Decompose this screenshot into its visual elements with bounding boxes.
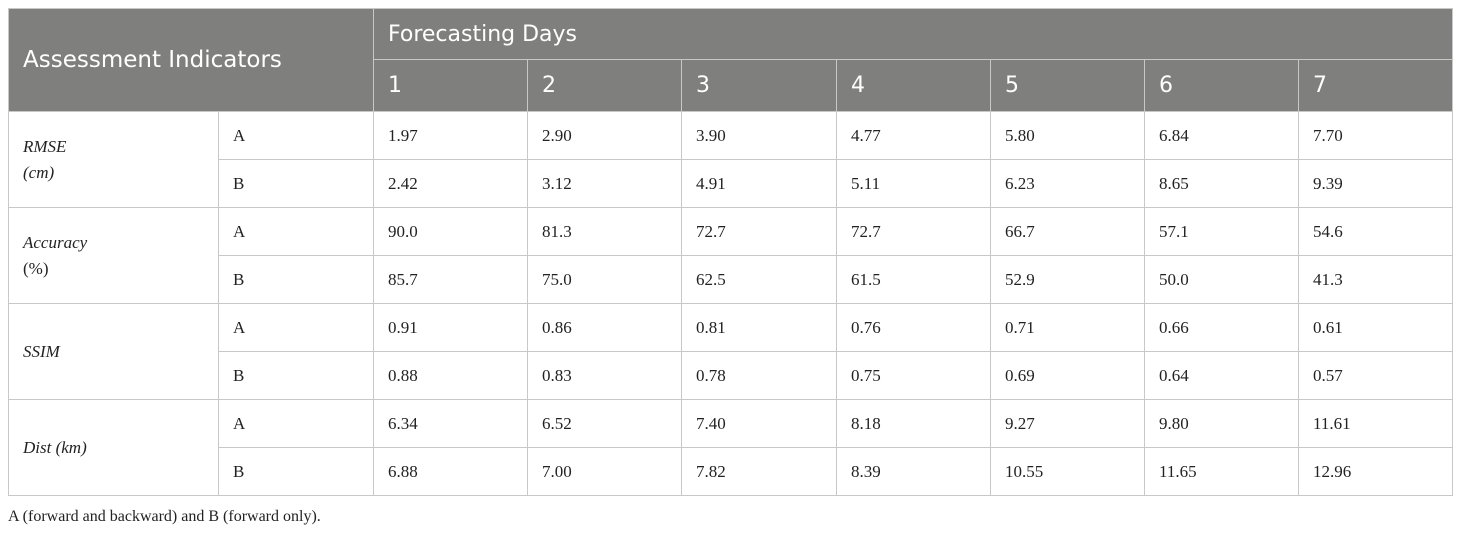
value-cell: 6.23 xyxy=(990,159,1145,208)
metric-name: SSIM xyxy=(23,341,60,361)
value-cell: 7.40 xyxy=(681,399,837,448)
header-day: 4 xyxy=(836,59,991,112)
value-cell: 5.11 xyxy=(836,159,991,208)
value-cell: 2.90 xyxy=(527,111,682,160)
value-cell: 0.91 xyxy=(373,303,528,352)
value-cell: 0.88 xyxy=(373,351,528,400)
metric-name: RMSE xyxy=(23,136,67,156)
value-cell: 11.61 xyxy=(1297,399,1454,448)
table-header: Assessment Indicators Forecasting Days 1… xyxy=(8,8,1454,112)
value-cell: 4.91 xyxy=(681,159,837,208)
value-cell: 8.39 xyxy=(836,447,991,496)
header-day: 1 xyxy=(373,59,528,112)
value-cell: 7.70 xyxy=(1297,111,1454,160)
table-row: Dist (km) A 6.34 6.52 7.40 8.18 9.27 9.8… xyxy=(8,399,1454,496)
table-row: B 0.88 0.83 0.78 0.75 0.69 0.64 0.57 xyxy=(9,351,1454,400)
value-cell: 41.3 xyxy=(1297,255,1454,304)
table-footnote: A (forward and backward) and B (forward … xyxy=(8,508,321,525)
value-cell: 0.66 xyxy=(1144,303,1299,352)
metric-cell: Accuracy (%) xyxy=(8,207,219,304)
variant-label: A xyxy=(218,303,374,352)
value-cell: 3.12 xyxy=(527,159,682,208)
value-cell: 72.7 xyxy=(836,207,991,256)
header-assessment-indicators: Assessment Indicators xyxy=(8,8,374,112)
header-day: 7 xyxy=(1297,59,1454,112)
variant-label: A xyxy=(218,111,374,160)
value-cell: 0.71 xyxy=(990,303,1145,352)
value-cell: 50.0 xyxy=(1144,255,1299,304)
value-cell: 9.27 xyxy=(990,399,1145,448)
value-cell: 3.90 xyxy=(681,111,837,160)
value-cell: 0.64 xyxy=(1144,351,1299,400)
table-row: B 2.42 3.12 4.91 5.11 6.23 8.65 9.39 xyxy=(9,159,1454,208)
header-day: 3 xyxy=(681,59,837,112)
value-cell: 5.80 xyxy=(990,111,1145,160)
header-day: 5 xyxy=(990,59,1145,112)
value-cell: 62.5 xyxy=(681,255,837,304)
metric-name: Accuracy xyxy=(23,232,88,252)
table-row: B 85.7 75.0 62.5 61.5 52.9 50.0 41.3 xyxy=(9,255,1454,304)
metric-cell: Dist (km) xyxy=(8,399,219,496)
value-cell: 57.1 xyxy=(1144,207,1299,256)
header-day: 2 xyxy=(527,59,682,112)
variant-label: B xyxy=(218,351,374,400)
value-cell: 61.5 xyxy=(836,255,991,304)
value-cell: 0.78 xyxy=(681,351,837,400)
value-cell: 12.96 xyxy=(1297,447,1454,496)
value-cell: 54.6 xyxy=(1297,207,1454,256)
value-cell: 90.0 xyxy=(373,207,528,256)
metric-cell: RMSE (cm) xyxy=(8,111,219,208)
variant-label: B xyxy=(218,447,374,496)
value-cell: 8.18 xyxy=(836,399,991,448)
variant-label: A xyxy=(218,207,374,256)
variant-label: B xyxy=(218,159,374,208)
value-cell: 4.77 xyxy=(836,111,991,160)
header-forecasting-days: Forecasting Days xyxy=(372,8,1454,60)
metric-unit: (%) xyxy=(23,258,49,278)
value-cell: 7.00 xyxy=(527,447,682,496)
value-cell: 1.97 xyxy=(373,111,528,160)
value-cell: 7.82 xyxy=(681,447,837,496)
variant-label: B xyxy=(218,255,374,304)
value-cell: 0.69 xyxy=(990,351,1145,400)
value-cell: 85.7 xyxy=(373,255,528,304)
value-cell: 8.65 xyxy=(1144,159,1299,208)
table-row: SSIM A 0.91 0.86 0.81 0.76 0.71 0.66 0.6… xyxy=(8,303,1454,400)
metric-name: Dist (km) xyxy=(23,437,87,457)
metric-unit: (cm) xyxy=(23,162,55,182)
table-row: RMSE (cm) A 1.97 2.90 3.90 4.77 5.80 6.8… xyxy=(8,111,1454,208)
header-day: 6 xyxy=(1144,59,1299,112)
value-cell: 11.65 xyxy=(1144,447,1299,496)
value-cell: 72.7 xyxy=(681,207,837,256)
value-cell: 66.7 xyxy=(990,207,1145,256)
forecast-assessment-table: Assessment Indicators Forecasting Days 1… xyxy=(8,8,1454,496)
value-cell: 6.52 xyxy=(527,399,682,448)
table-row: Accuracy (%) A 90.0 81.3 72.7 72.7 66.7 … xyxy=(8,207,1454,304)
value-cell: 81.3 xyxy=(527,207,682,256)
table-row: B 6.88 7.00 7.82 8.39 10.55 11.65 12.96 xyxy=(9,447,1454,496)
value-cell: 9.39 xyxy=(1297,159,1454,208)
metric-cell: SSIM xyxy=(8,303,219,400)
value-cell: 6.84 xyxy=(1144,111,1299,160)
value-cell: 6.88 xyxy=(373,447,528,496)
value-cell: 0.61 xyxy=(1297,303,1454,352)
value-cell: 6.34 xyxy=(373,399,528,448)
value-cell: 0.81 xyxy=(681,303,837,352)
value-cell: 0.75 xyxy=(836,351,991,400)
value-cell: 10.55 xyxy=(990,447,1145,496)
value-cell: 0.83 xyxy=(527,351,682,400)
value-cell: 52.9 xyxy=(990,255,1145,304)
value-cell: 2.42 xyxy=(373,159,528,208)
table-body: RMSE (cm) A 1.97 2.90 3.90 4.77 5.80 6.8… xyxy=(8,111,1454,496)
value-cell: 0.86 xyxy=(527,303,682,352)
value-cell: 75.0 xyxy=(527,255,682,304)
value-cell: 0.76 xyxy=(836,303,991,352)
value-cell: 0.57 xyxy=(1297,351,1454,400)
variant-label: A xyxy=(218,399,374,448)
value-cell: 9.80 xyxy=(1144,399,1299,448)
